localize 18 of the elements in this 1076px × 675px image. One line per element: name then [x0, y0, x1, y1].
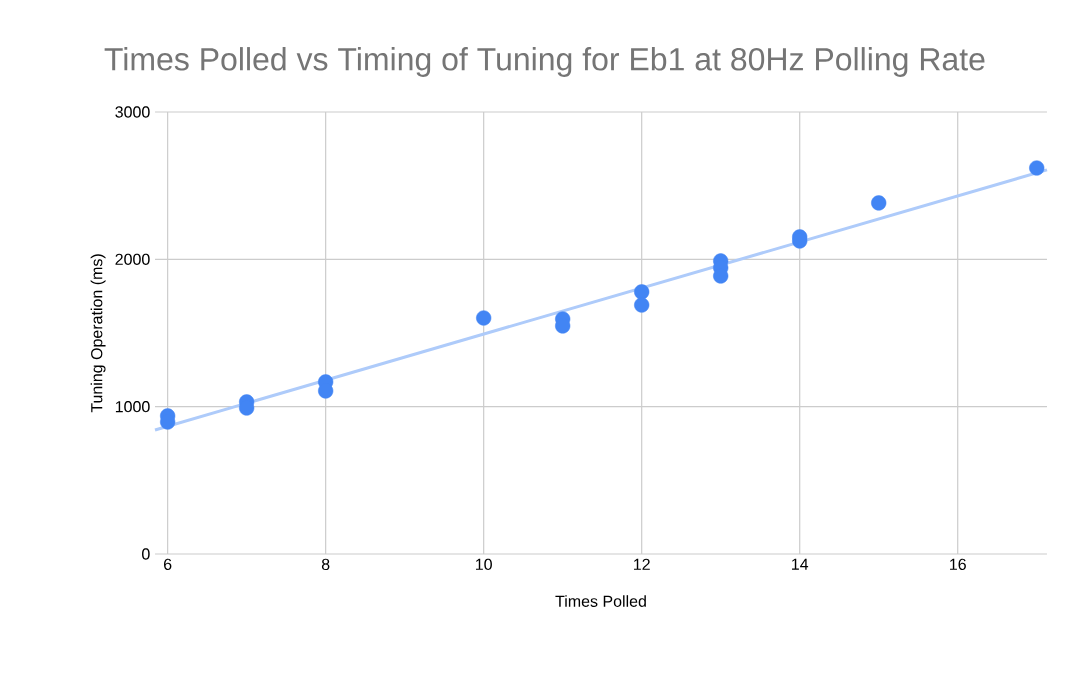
y-tick-label: 3000	[115, 106, 150, 118]
point	[634, 297, 650, 313]
point	[1029, 160, 1045, 176]
point	[476, 310, 492, 326]
point	[634, 284, 650, 300]
y-tick-label: 2000	[115, 253, 150, 265]
point	[871, 195, 887, 211]
x-tick-label: 14	[792, 558, 809, 570]
x-tick-label: 8	[321, 558, 330, 571]
x-tick-label: 6	[164, 558, 172, 571]
chart-title: Times Polled vs Timing of Tuning for Eb1 at 80Hz Polling Rate	[104, 47, 985, 77]
x-tick-label: 12	[634, 558, 650, 570]
y-tick-label: 1000	[115, 401, 150, 413]
y-tick-label: 0	[142, 548, 150, 560]
x-tick-label: 10	[475, 558, 492, 571]
y-axis-title: Tuning Operation (ms)	[90, 254, 106, 413]
x-axis-title: Times Polled	[555, 595, 646, 607]
x-tick-label: 16	[950, 558, 966, 571]
